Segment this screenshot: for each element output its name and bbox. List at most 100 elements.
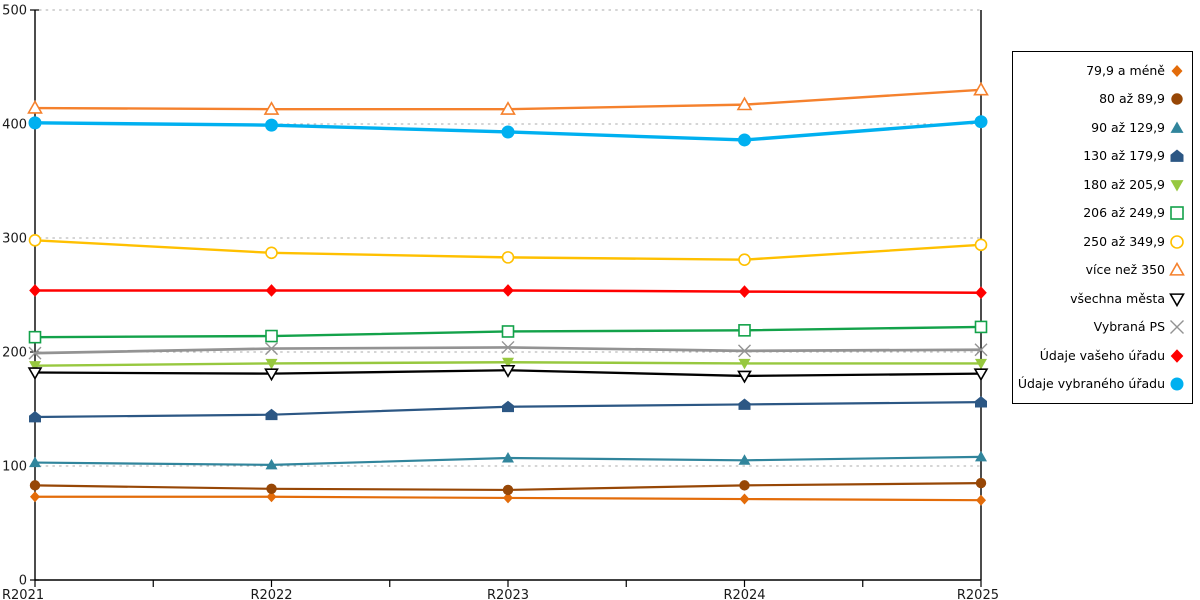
series-0: [30, 491, 986, 506]
legend-item-7: více než 350: [1017, 262, 1185, 278]
legend-label: 90 až 129,9: [1091, 119, 1165, 135]
data-point-marker: [501, 251, 515, 264]
data-point-marker: [974, 115, 988, 129]
data-point-marker: [502, 400, 514, 413]
series-6: [28, 233, 988, 266]
data-point-marker: [265, 246, 278, 260]
data-point-marker: [265, 342, 278, 356]
data-point-marker: [29, 284, 41, 297]
diamond-legend-icon: [1170, 348, 1184, 363]
legend-item-10: Údaje vašeho úřadu: [1017, 348, 1185, 364]
diamond-legend-icon: [1171, 65, 1183, 77]
data-point-marker: [27, 367, 43, 381]
data-point-marker: [502, 357, 514, 369]
y-tick-label: 500: [2, 4, 27, 19]
data-point-marker: [738, 285, 751, 298]
data-point-marker: [264, 368, 279, 382]
gridlines: [39, 9, 981, 467]
data-point-marker: [974, 320, 988, 334]
data-point-marker: [266, 491, 277, 503]
circle-legend-icon: [1171, 93, 1183, 106]
data-point-marker: [973, 81, 989, 96]
legend-label: více než 350: [1085, 262, 1165, 278]
series-9: [28, 340, 988, 360]
data-point-marker: [502, 284, 514, 297]
y-tick-label: 200: [2, 346, 27, 361]
series-8: [27, 364, 989, 384]
data-point-marker: [265, 284, 278, 297]
data-point-marker: [739, 493, 750, 505]
data-point-marker: [28, 346, 42, 360]
legend-label: 250 až 349,9: [1083, 233, 1165, 249]
x-legend-icon: [1170, 320, 1184, 335]
x-tick-label: R2021: [2, 588, 44, 600]
data-point-marker: [975, 286, 987, 300]
legend-label: 79,9 a méně: [1086, 63, 1165, 78]
y-tick-label: 100: [2, 460, 27, 475]
x-tick-label: R2024: [723, 588, 765, 600]
circle-legend-icon: [1170, 377, 1184, 391]
data-point-marker: [500, 101, 516, 115]
data-point-marker: [29, 480, 41, 491]
data-point-marker: [738, 358, 751, 370]
data-point-marker: [30, 491, 40, 503]
data-point-marker: [975, 396, 987, 408]
data-point-marker: [738, 398, 751, 410]
data-point-marker: [265, 329, 278, 343]
data-point-marker: [500, 364, 516, 378]
legend-item-2: 90 až 129,9: [1017, 120, 1185, 136]
series-3: [29, 396, 987, 423]
data-point-marker: [28, 330, 42, 344]
data-point-marker: [263, 101, 280, 115]
series-5: [28, 320, 988, 344]
legend-label: 206 až 249,9: [1083, 205, 1165, 221]
legend-label: 80 až 89,9: [1099, 91, 1165, 107]
y-tick-label: 0: [19, 574, 27, 589]
pentagon-legend-icon: [1170, 149, 1184, 163]
series-1: [29, 477, 987, 496]
legend-item-4: 180 až 205,9: [1017, 177, 1185, 193]
legend-label: Vybraná PS: [1093, 319, 1165, 335]
legend-item-8: všechna města: [1017, 291, 1185, 307]
series-2: [29, 450, 987, 470]
data-point-marker: [976, 494, 986, 506]
data-point-marker: [27, 99, 43, 114]
data-point-marker: [265, 118, 278, 132]
data-point-marker: [265, 408, 278, 421]
triangle-down-legend-icon: [1170, 179, 1184, 192]
series-4: [29, 357, 987, 372]
data-point-marker: [28, 233, 42, 247]
data-point-marker: [501, 125, 515, 139]
legend-item-0: 79,9 a méně: [1017, 63, 1185, 79]
legend-item-3: 130 až 179,9: [1017, 148, 1185, 164]
data-point-marker: [738, 133, 751, 147]
data-point-marker: [501, 325, 515, 338]
data-point-marker: [28, 116, 42, 130]
legend-label: 180 až 205,9: [1083, 176, 1165, 192]
data-point-marker: [266, 483, 277, 494]
data-point-marker: [29, 410, 41, 423]
x-tick-label: R2023: [487, 588, 529, 600]
data-point-marker: [29, 456, 41, 468]
legend: 79,9 a méně 80 až 89,9 90 až 129,9 130 až 1…: [1012, 51, 1193, 404]
triangle-down-open-legend-icon: [1169, 292, 1185, 307]
data-point-marker: [501, 340, 515, 354]
legend-item-11: Údaje vybraného úřadu: [1017, 376, 1185, 392]
legend-label: Údaje vašeho úřadu: [1039, 347, 1165, 363]
y-tick-label: 300: [2, 232, 27, 247]
triangle-up-legend-icon: [1170, 121, 1184, 133]
data-point-marker: [738, 253, 751, 266]
axis-labels: 0 100 200 300 400 500 R2021 R2022 R2023 R2024 R202…: [2, 4, 999, 600]
data-point-marker: [737, 370, 752, 384]
legend-item-9: Vybraná PS: [1017, 319, 1185, 335]
data-point-marker: [502, 452, 514, 463]
x-tick-label: R2022: [250, 588, 292, 600]
data-point-marker: [738, 324, 751, 337]
triangle-up-open-legend-icon: [1169, 262, 1185, 276]
data-point-marker: [975, 358, 987, 370]
legend-item-6: 250 až 349,9: [1017, 234, 1185, 250]
legend-label: 130 až 179,9: [1083, 148, 1165, 164]
data-point-marker: [265, 358, 278, 370]
legend-label: Údaje vybraného úřadu: [1017, 375, 1165, 391]
